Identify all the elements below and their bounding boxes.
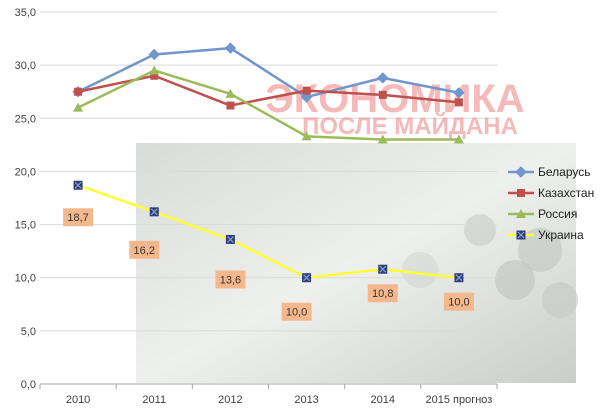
x-tick-label: 2014 [371,394,395,406]
data-point [73,102,84,112]
data-point [149,65,160,75]
data-point [149,207,159,217]
background-photo [136,143,578,383]
data-point [516,230,526,240]
legend-label: Казахстан [538,186,594,200]
legend-label: Россия [538,207,577,221]
data-point [148,48,160,61]
legend-label: Украина [538,228,584,242]
data-point [224,42,237,54]
data-point [516,209,526,218]
x-tick-label: 2015 прогноз [425,394,492,406]
data-label: 10,0 [448,297,469,309]
data-label: 18,7 [67,212,88,224]
series-line [77,74,460,107]
x-tick-label: 2010 [66,394,90,406]
data-point [74,87,83,96]
data-point [378,264,388,274]
y-tick-label: 15,0 [15,220,36,232]
data-label-box [215,270,246,289]
y-tick-label: 35,0 [15,7,36,19]
data-label-box [443,292,474,311]
x-tick-label: 2011 [142,394,166,406]
data-label-box [63,208,94,227]
watermark-line2: ПОСЛЕ МАЙДАНА [302,112,518,140]
data-point [454,98,463,107]
data-point [150,71,159,80]
legend-label: Беларусь [538,165,590,179]
data-point [225,88,236,98]
y-tick-label: 30,0 [15,60,36,72]
data-label: 13,6 [220,274,241,286]
data-label-box [129,240,160,259]
data-point [378,90,387,99]
data-label: 10,8 [372,288,393,300]
watermark: ЭКОНОМИКА ПОСЛЕ МАЙДАНА [265,77,524,140]
y-tick-label: 5,0 [21,326,36,338]
data-label-box [281,302,312,321]
series-line [77,184,460,279]
y-tick-label: 10,0 [15,273,36,285]
y-tick-label: 20,0 [15,166,36,178]
data-label: 16,2 [134,245,155,257]
data-label-box [367,284,398,303]
data-point [453,87,465,99]
data-point [73,180,83,190]
data-point [225,234,235,244]
data-point [515,166,527,178]
x-tick-label: 2012 [218,394,242,406]
data-point [454,273,464,283]
legend: Беларусь Казахстан Россия Украина [508,165,594,242]
data-point [377,134,388,144]
data-point [517,189,525,197]
data-point [226,101,235,110]
data-point [377,72,389,84]
data-point [453,134,464,144]
data-label: 10,0 [286,307,307,319]
y-tick-label: 0,0 [21,379,36,391]
data-point [302,86,311,95]
x-tick-label: 2013 [294,394,318,406]
data-point [301,131,312,141]
y-tick-label: 25,0 [15,113,36,125]
data-point [302,273,312,283]
series-line [77,69,459,141]
series-line [77,46,460,99]
